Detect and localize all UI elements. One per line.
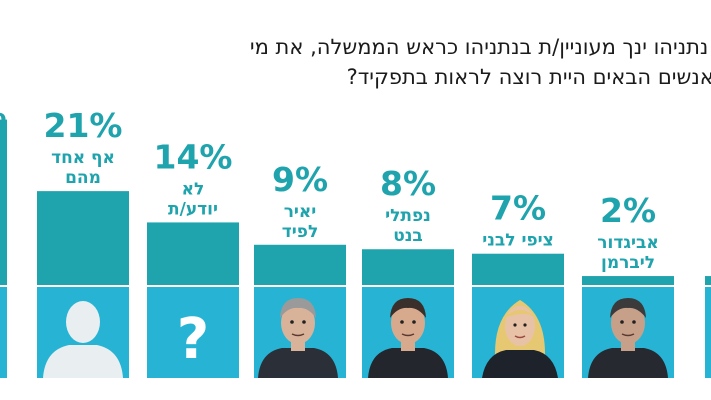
- value-label: 14%: [154, 137, 233, 176]
- bar: [362, 249, 454, 285]
- bar: [705, 276, 711, 285]
- bar: [472, 253, 564, 285]
- value-label: 21%: [44, 106, 123, 145]
- category-label: לפיד: [282, 222, 318, 242]
- bar: [147, 222, 239, 285]
- bar: [0, 119, 7, 285]
- value-label: 8%: [380, 164, 436, 203]
- bar: [37, 191, 129, 285]
- svg-text:?: ?: [177, 307, 209, 372]
- category-label: אביגדור: [597, 233, 658, 253]
- category-label: מהם: [65, 168, 101, 188]
- silhouette-icon: [43, 301, 123, 378]
- portrait-icon: [368, 298, 448, 378]
- photo-band: [0, 287, 7, 378]
- bar: [582, 276, 674, 285]
- question-line-2: מבין האנשים הבאים היית רוצה לראות בתפקיד…: [346, 65, 711, 89]
- category-label: ציפי לבני: [482, 231, 554, 251]
- category-label: לא: [182, 179, 205, 199]
- value-label: 7%: [490, 189, 546, 228]
- question-mark-icon: ?: [177, 307, 209, 372]
- portrait-icon: [588, 298, 668, 378]
- photo-band: [705, 287, 711, 378]
- category-label: נפתלי: [385, 206, 431, 226]
- category-label: ליברמן: [601, 253, 655, 273]
- category-label: יודע/ת: [168, 199, 218, 219]
- portrait-icon: [482, 300, 558, 378]
- category-label: אף אחד: [51, 148, 115, 168]
- value-label: %: [0, 95, 7, 134]
- value-label: 9%: [272, 160, 328, 199]
- category-label: בנט: [393, 226, 423, 246]
- survey-question: אם נתניהו ינך מעוניין/ת בנתניהו כראש הממ…: [151, 32, 711, 92]
- portrait-icon: [258, 298, 338, 378]
- bar: [254, 244, 346, 285]
- category-label: יאיר: [284, 202, 317, 222]
- photo-band: [147, 287, 239, 378]
- question-line-1: אם נתניהו ינך מעוניין/ת בנתניהו כראש הממ…: [249, 35, 711, 59]
- value-label: 2%: [600, 191, 656, 230]
